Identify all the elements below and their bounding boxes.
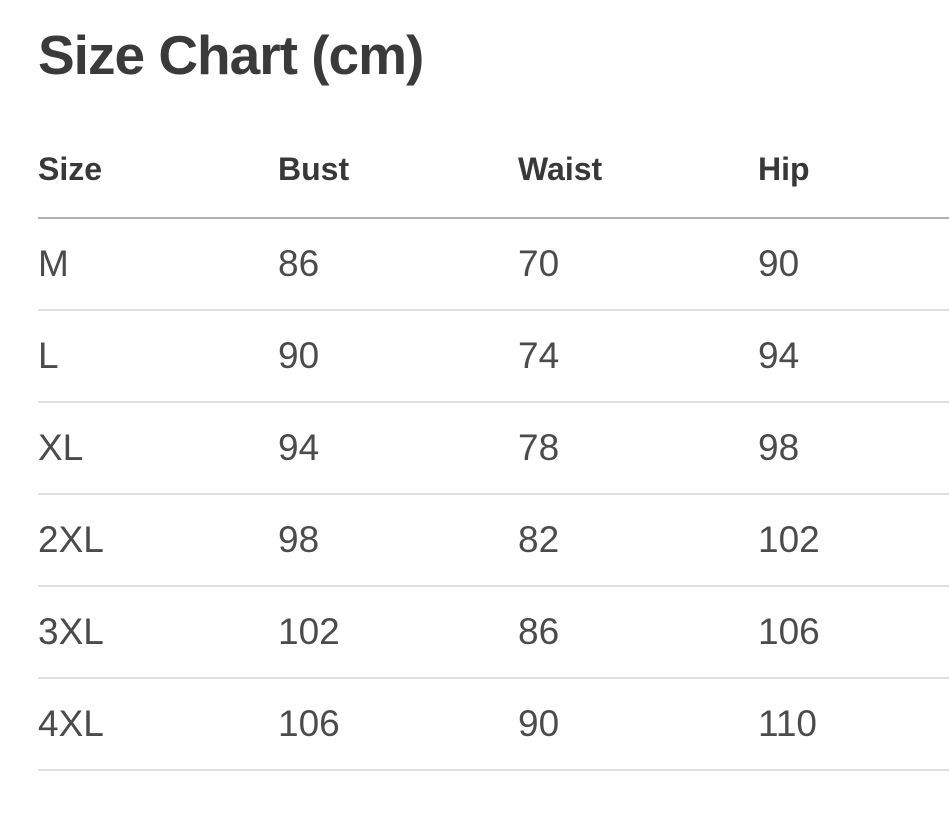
table-row-m: M 86 70 90 <box>38 218 949 311</box>
cell-waist: 86 <box>518 586 758 679</box>
cell-hip: 102 <box>758 494 949 587</box>
cell-hip: 90 <box>758 218 949 311</box>
column-header-bust: Bust <box>278 132 518 219</box>
header-row: Size Bust Waist Hip <box>38 132 949 219</box>
cell-bust: 102 <box>278 586 518 679</box>
cell-bust: 106 <box>278 678 518 771</box>
cell-hip: 94 <box>758 310 949 403</box>
cell-size: XL <box>38 402 278 495</box>
table-row-l: L 90 74 94 <box>38 310 949 403</box>
cell-waist: 70 <box>518 218 758 311</box>
cell-waist: 90 <box>518 678 758 771</box>
column-header-waist: Waist <box>518 132 758 219</box>
column-header-hip: Hip <box>758 132 949 219</box>
cell-hip: 98 <box>758 402 949 495</box>
column-header-size: Size <box>38 132 278 219</box>
cell-size: 3XL <box>38 586 278 679</box>
cell-bust: 90 <box>278 310 518 403</box>
cell-size: 2XL <box>38 494 278 587</box>
size-chart-table: Size Bust Waist Hip M 86 70 90 L 90 74 9… <box>38 132 949 771</box>
cell-hip: 106 <box>758 586 949 679</box>
cell-bust: 98 <box>278 494 518 587</box>
cell-size: 4XL <box>38 678 278 771</box>
cell-waist: 78 <box>518 402 758 495</box>
cell-size: M <box>38 218 278 311</box>
cell-size: L <box>38 310 278 403</box>
table-row-2xl: 2XL 98 82 102 <box>38 494 949 587</box>
cell-waist: 82 <box>518 494 758 587</box>
page-title: Size Chart (cm) <box>38 24 424 86</box>
cell-bust: 94 <box>278 402 518 495</box>
cell-hip: 110 <box>758 678 949 771</box>
cell-bust: 86 <box>278 218 518 311</box>
cell-waist: 74 <box>518 310 758 403</box>
table-row-xl: XL 94 78 98 <box>38 402 949 495</box>
table-row-4xl: 4XL 106 90 110 <box>38 678 949 771</box>
table-row-3xl: 3XL 102 86 106 <box>38 586 949 679</box>
